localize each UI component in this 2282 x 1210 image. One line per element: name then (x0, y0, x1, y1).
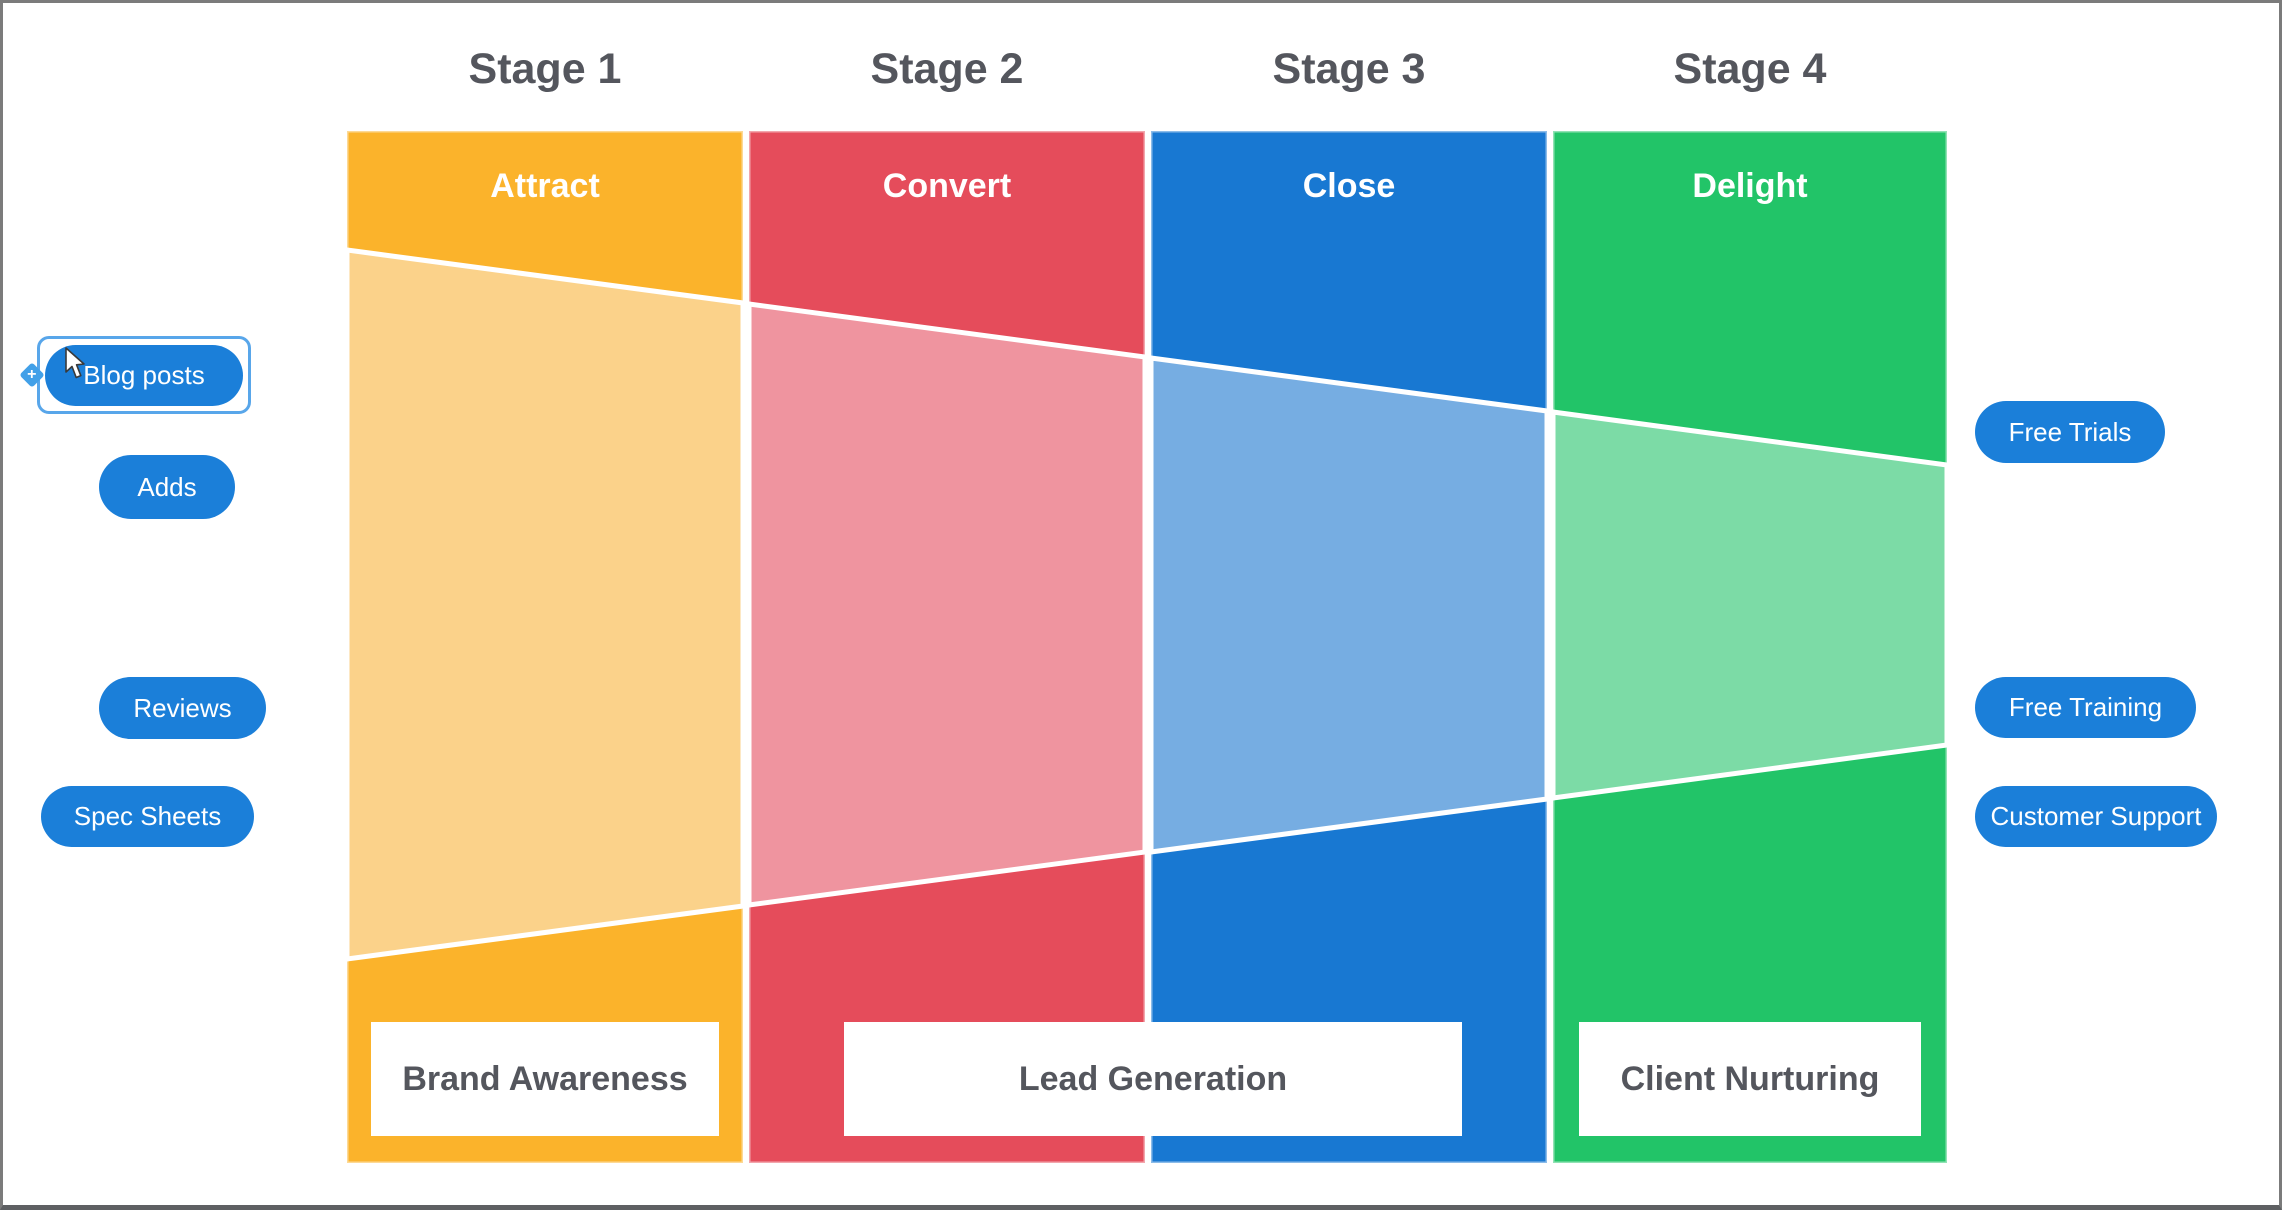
mouse-cursor-icon (65, 347, 85, 379)
funnel-segment-close[interactable] (1148, 355, 1550, 855)
column-header-convert: Convert (882, 166, 1012, 205)
label-box-lead-generation[interactable]: Lead Generation (844, 1022, 1462, 1136)
shape-free-training[interactable]: Free Training (1975, 677, 2196, 738)
label-box-brand-awareness[interactable]: Brand Awareness (371, 1022, 719, 1136)
stage-label-4: Stage 4 (1673, 45, 1827, 93)
stage-label-1: Stage 1 (468, 45, 622, 93)
column-header-delight: Delight (1692, 166, 1808, 205)
stage-label-2: Stage 2 (870, 45, 1024, 93)
shape-free-trials[interactable]: Free Trials (1975, 401, 2165, 463)
stage-label-3: Stage 3 (1272, 45, 1426, 93)
label-box-client-nurturing[interactable]: Client Nurturing (1579, 1022, 1921, 1136)
shape-reviews[interactable]: Reviews (99, 677, 266, 739)
funnel-segment-convert[interactable] (746, 301, 1148, 908)
funnel-diagram (347, 131, 1947, 1163)
shape-spec-sheets[interactable]: Spec Sheets (41, 786, 254, 847)
shape-adds[interactable]: Adds (99, 455, 235, 519)
column-header-attract: Attract (490, 166, 600, 205)
column-header-close: Close (1302, 166, 1396, 205)
shape-blog-posts[interactable]: Blog posts (45, 345, 243, 406)
funnel-segment-attract[interactable] (347, 247, 746, 962)
shape-customer-support[interactable]: Customer Support (1975, 786, 2217, 847)
funnel-segment-delight[interactable] (1550, 409, 1947, 801)
